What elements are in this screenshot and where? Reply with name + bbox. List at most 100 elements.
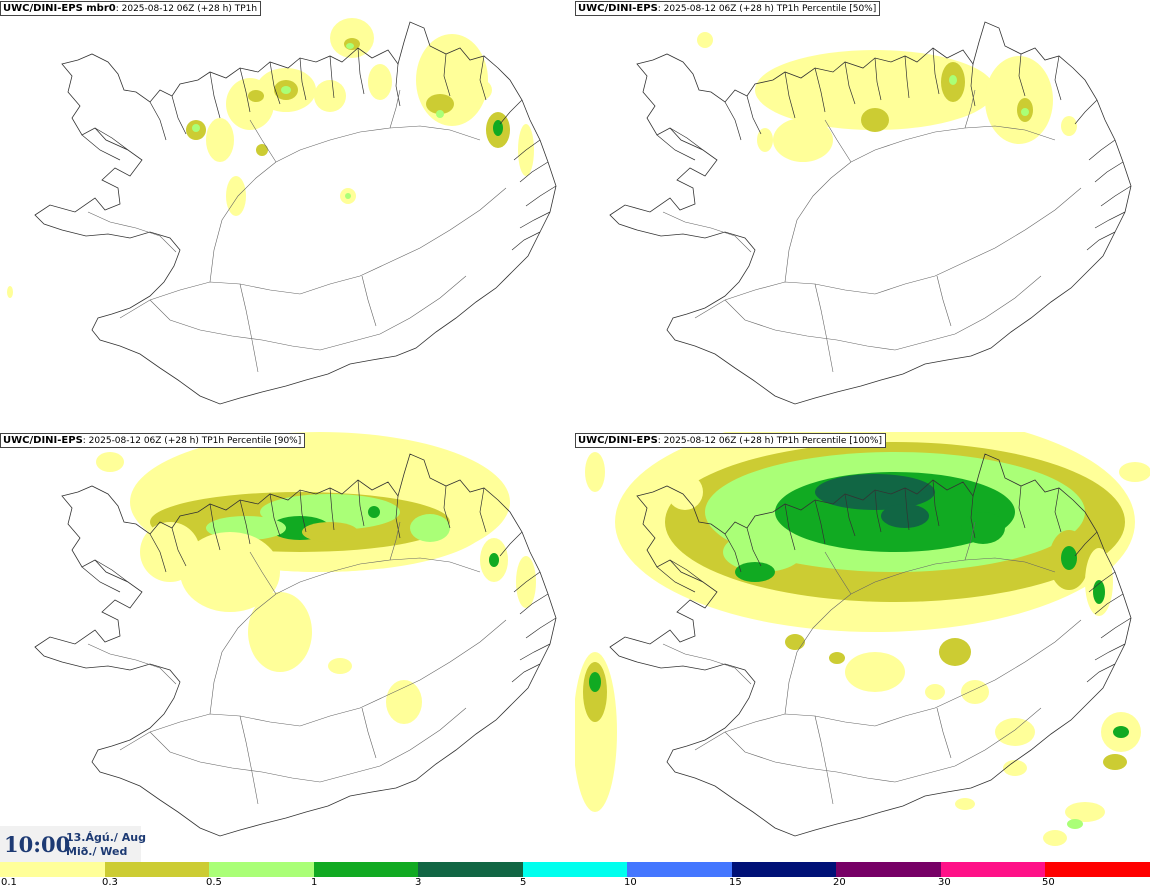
precipitation-area [248, 90, 264, 102]
road-line [850, 125, 1056, 163]
precipitation-area [346, 43, 354, 49]
colorbar-tick-label: 50 [1042, 877, 1055, 888]
road-line [275, 557, 481, 595]
fjord-line [239, 499, 251, 545]
fjord-line [171, 95, 187, 135]
precipitation-map [7, 18, 557, 405]
colorbar-swatch [836, 862, 941, 877]
fjord-line [724, 101, 742, 141]
fjord-line [814, 499, 826, 545]
model-label: UWC/DINI-EPS mbr0 [3, 3, 116, 14]
valid-time-box: 10:00 13.Ágú./ Aug Mið./ Wed [0, 826, 146, 862]
road-line [964, 89, 976, 129]
valid-date-line1: 13.Ágú./ Aug [66, 831, 146, 844]
fjord-line [904, 487, 910, 531]
run-info: : 2025-08-12 06Z (+28 h) TP1h Percentile… [82, 436, 302, 446]
road-line [209, 593, 277, 715]
precipitation-area [961, 512, 1005, 544]
fjord-line [499, 531, 523, 557]
precipitation-map [575, 432, 1150, 846]
model-label: UWC/DINI-EPS [3, 435, 83, 446]
fjord-line [479, 55, 487, 101]
fjord-line [395, 495, 401, 539]
fjord-line [1074, 99, 1098, 125]
road-line [149, 731, 321, 783]
precipitation-area [1061, 116, 1077, 136]
colorbar-swatch [313, 862, 419, 877]
precipitation-area [723, 532, 803, 572]
precipitation-area [368, 506, 380, 518]
colorbar-swatch [0, 862, 105, 877]
colorbar-tick-label: 1 [311, 877, 318, 888]
fjord-line [209, 71, 221, 119]
road-line [87, 643, 177, 685]
precipitation-area [861, 108, 889, 132]
fjord-line [970, 63, 976, 107]
precipitation-area [985, 56, 1053, 144]
road-line [119, 713, 301, 751]
iceland-coastline [609, 453, 1132, 837]
fjord-line [149, 533, 167, 573]
road-line [319, 707, 467, 783]
precipitation-field [575, 432, 1150, 846]
fjord-line [1086, 231, 1116, 251]
panel-title: UWC/DINI-EPS: 2025-08-12 06Z (+28 h) TP1… [575, 433, 886, 448]
precipitation-area [1113, 726, 1129, 738]
fjord-line [519, 593, 549, 615]
precipitation-area [1119, 462, 1150, 482]
fjord-line [656, 134, 696, 161]
road-line [894, 707, 1042, 783]
valid-time: 10:00 [4, 832, 71, 857]
precipitation-area [667, 474, 703, 510]
precipitation-area [773, 118, 833, 162]
precipitation-area [939, 638, 971, 666]
fjord-line [1094, 643, 1126, 661]
road-line [936, 707, 952, 759]
fjord-line [1088, 571, 1116, 593]
iceland-coastline [34, 453, 557, 837]
precipitation-area [735, 562, 775, 582]
precipitation-area [925, 684, 945, 700]
precipitation-area [140, 522, 200, 582]
precipitation-area [436, 110, 444, 118]
fjord-line [525, 185, 557, 207]
fjord-line [874, 57, 882, 101]
precipitation-area [785, 634, 805, 650]
run-info: : 2025-08-12 06Z (+28 h) TP1h [115, 4, 258, 14]
fjord-line [513, 139, 541, 161]
precipitation-area [410, 514, 450, 542]
colorbar-tick-label: 15 [729, 877, 742, 888]
colorbar-swatch [209, 862, 314, 877]
road-line [874, 187, 1082, 295]
precipitation-area [881, 504, 929, 528]
road-line [361, 275, 377, 327]
model-label: UWC/DINI-EPS [578, 3, 658, 14]
precipitation-area [226, 78, 274, 130]
fjord-line [269, 493, 281, 537]
road-line [662, 211, 752, 253]
precipitation-area [328, 658, 352, 674]
fjord-line [499, 99, 523, 125]
road-line [694, 281, 876, 319]
road-line [249, 119, 277, 163]
colorbar-tick-label: 5 [520, 877, 527, 888]
fjord-line [656, 566, 696, 593]
precipitation-area [206, 118, 234, 162]
fjord-line [171, 527, 187, 567]
precipitation-area [995, 718, 1035, 746]
colorbar-swatch [731, 862, 837, 877]
precipitation-area [248, 592, 312, 672]
road-line [874, 619, 1082, 727]
fjord-line [1018, 485, 1026, 529]
road-line [850, 557, 1056, 595]
precipitation-map [609, 21, 1132, 405]
precipitation-field [7, 18, 534, 298]
precipitation-area [180, 532, 280, 612]
fjord-line [81, 134, 121, 161]
run-info: : 2025-08-12 06Z (+28 h) TP1h Percentile… [657, 436, 882, 446]
fjord-line [724, 533, 742, 573]
fjord-line [874, 489, 882, 533]
fjord-line [1094, 593, 1124, 615]
precipitation-area [1061, 546, 1077, 570]
